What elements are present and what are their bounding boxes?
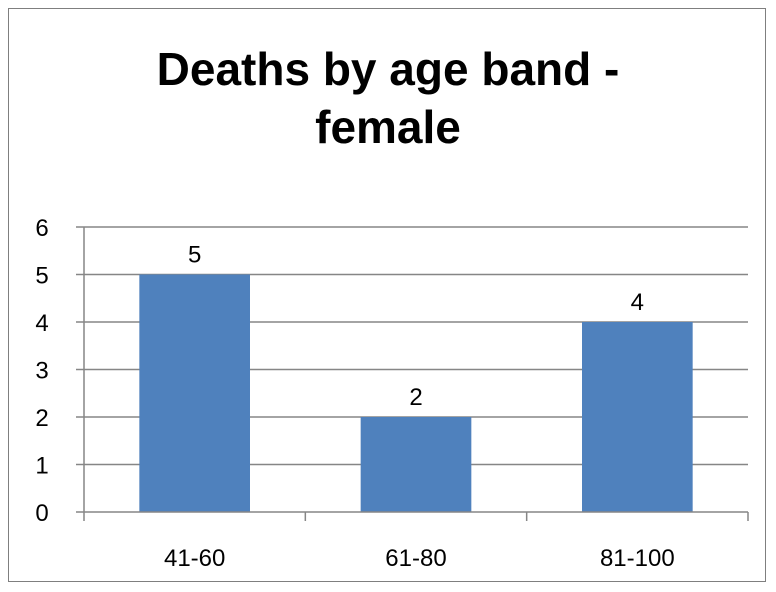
chart-title-line-2: female [315,101,461,153]
y-tick-label: 2 [35,405,48,432]
y-tick-label: 4 [35,310,48,337]
data-label: 4 [631,289,644,316]
y-tick-label: 1 [35,453,48,480]
data-label: 5 [188,242,201,269]
data-label: 2 [409,384,422,411]
chart-title-line-1: Deaths by age band - [156,43,620,95]
x-tick-label: 61-80 [385,545,446,572]
bar-81-100 [582,322,693,512]
x-tick-label: 41-60 [164,545,225,572]
y-tick-label: 3 [35,358,48,385]
bars [139,274,693,512]
y-tick-label: 5 [35,263,48,290]
labels: 0 1 2 3 4 5 6 5 41-60 2 61-80 4 81-100 [35,215,674,572]
x-tick-label: 81-100 [600,545,675,572]
bar-61-80 [360,417,472,512]
bar-41-60 [139,274,250,512]
y-tick-label: 0 [35,500,48,527]
axes [76,226,749,521]
chart-title: Deaths by age band - female [0,40,776,156]
y-tick-label: 6 [35,215,48,242]
